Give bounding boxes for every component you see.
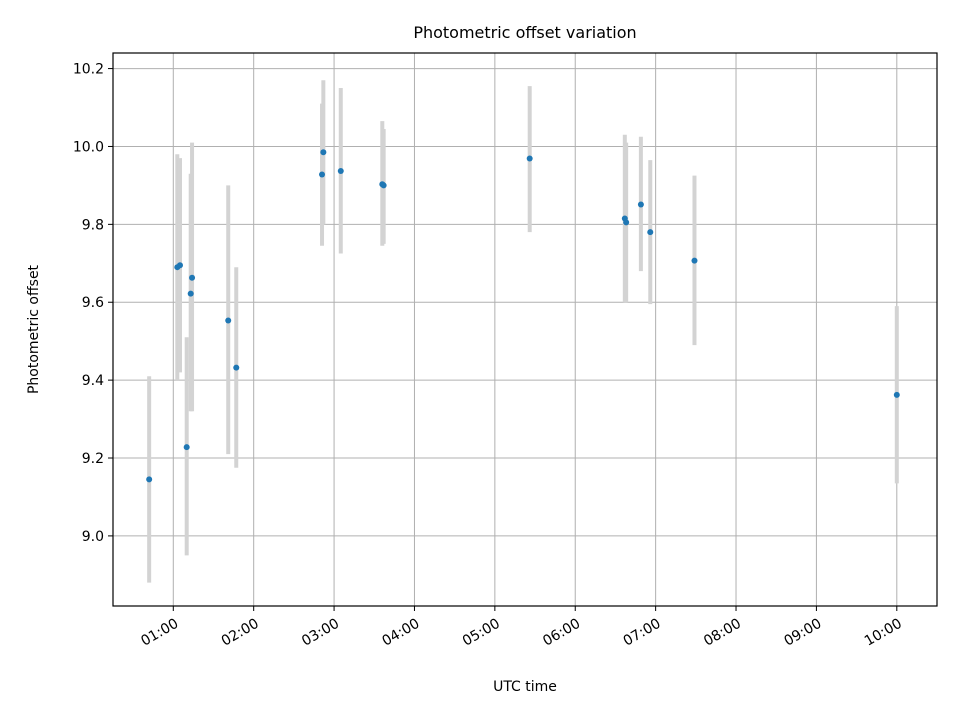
data-point bbox=[691, 257, 698, 264]
x-tick-label: 10:00 bbox=[862, 616, 905, 650]
x-tick-label: 05:00 bbox=[460, 616, 503, 650]
chart-title: Photometric offset variation bbox=[413, 23, 636, 42]
error-bars bbox=[147, 80, 899, 583]
data-point bbox=[319, 171, 326, 178]
x-axis-label: UTC time bbox=[493, 679, 557, 695]
x-tick-label: 06:00 bbox=[540, 616, 583, 650]
x-axis-ticks: 01:00 02:00 03:00 04:00 05:00 06:00 07:00 08:00… bbox=[138, 606, 905, 650]
grid bbox=[113, 53, 937, 606]
data-point bbox=[647, 229, 654, 236]
data-point bbox=[189, 274, 196, 281]
x-tick-label: 02:00 bbox=[219, 616, 262, 650]
data-point bbox=[637, 201, 644, 208]
x-tick-label: 01:00 bbox=[138, 616, 181, 650]
data-point bbox=[893, 391, 900, 398]
data-point bbox=[146, 476, 153, 483]
y-tick-label: 9.2 bbox=[82, 451, 104, 467]
x-tick-label: 07:00 bbox=[621, 616, 664, 650]
y-axis-label: Photometric offset bbox=[26, 264, 42, 394]
data-points bbox=[146, 149, 900, 483]
data-point bbox=[320, 149, 327, 156]
plot-frame bbox=[112, 52, 938, 607]
y-tick-label: 9.0 bbox=[82, 529, 104, 545]
data-point bbox=[176, 262, 183, 269]
data-point bbox=[337, 167, 344, 174]
y-tick-label: 9.8 bbox=[82, 217, 104, 233]
y-axis-ticks: 9.0 9.2 9.4 9.6 9.8 10.0 10.2 bbox=[73, 62, 113, 545]
data-point bbox=[380, 182, 387, 189]
x-tick-label: 03:00 bbox=[299, 616, 342, 650]
y-tick-label: 9.6 bbox=[82, 295, 104, 311]
x-tick-label: 04:00 bbox=[380, 616, 423, 650]
data-point bbox=[526, 155, 533, 162]
y-tick-label: 9.4 bbox=[82, 373, 104, 389]
data-point bbox=[187, 290, 194, 297]
data-point bbox=[233, 364, 240, 371]
data-point bbox=[225, 317, 232, 324]
data-point bbox=[623, 219, 630, 226]
x-tick-label: 08:00 bbox=[701, 616, 744, 650]
x-tick-label: 09:00 bbox=[781, 616, 824, 650]
y-tick-label: 10.2 bbox=[73, 62, 104, 78]
y-tick-label: 10.0 bbox=[73, 139, 104, 155]
data-point bbox=[183, 444, 190, 451]
